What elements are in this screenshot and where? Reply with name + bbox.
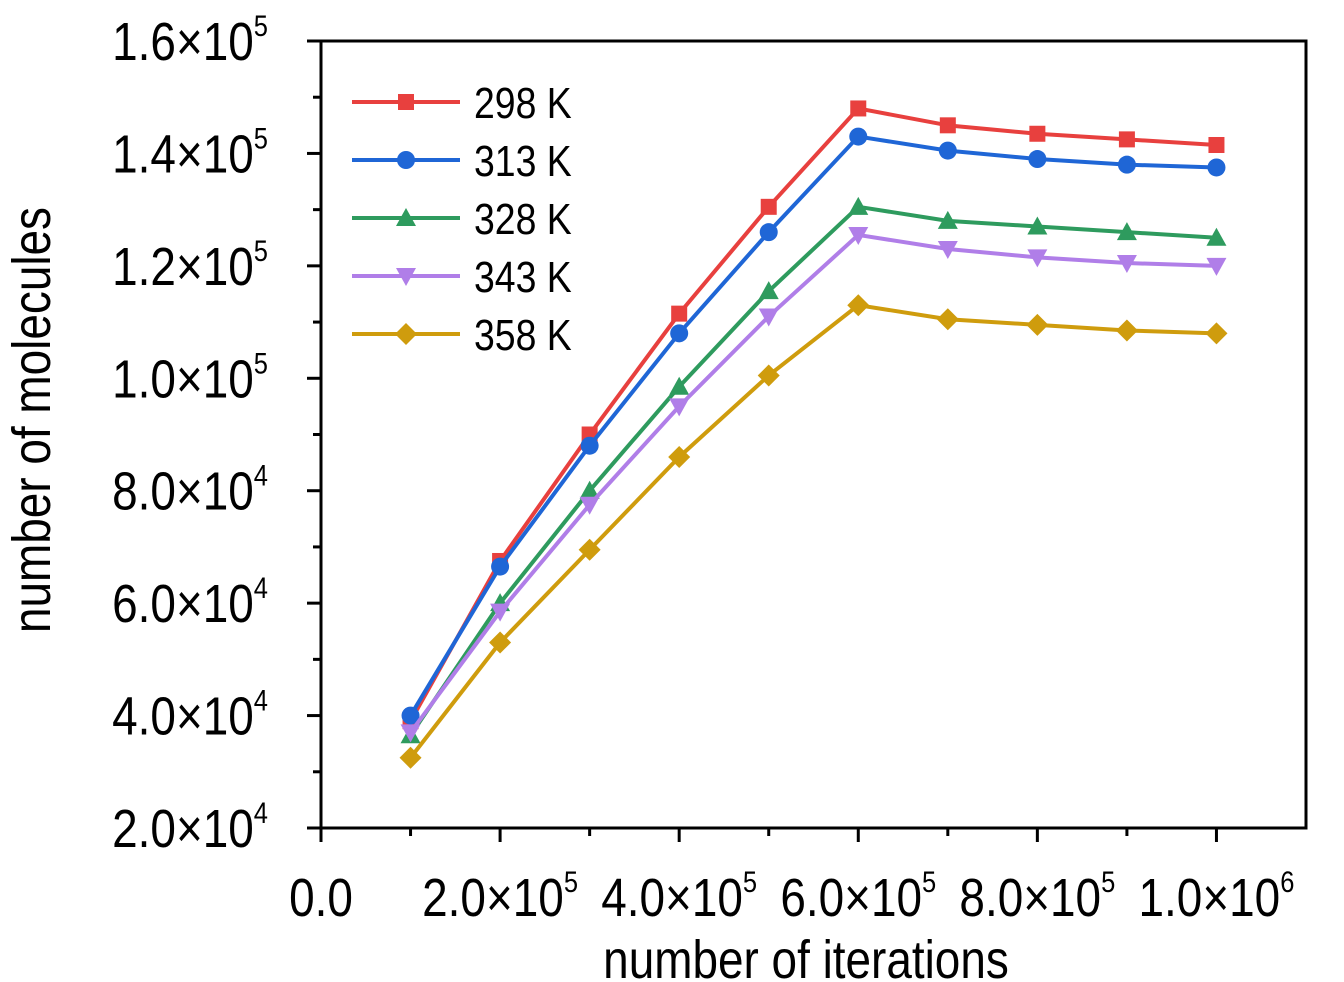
x-tick-label: 4.0×105 — [601, 865, 757, 928]
data-point — [760, 198, 777, 215]
data-point — [939, 117, 956, 134]
x-tick-label: 0.0 — [289, 868, 353, 928]
data-point — [847, 294, 870, 317]
y-tick-label: 6.0×104 — [112, 571, 268, 634]
legend-marker — [396, 208, 416, 226]
data-point — [669, 398, 690, 417]
data-point — [1026, 313, 1049, 336]
legend-label: 358 K — [474, 310, 572, 360]
series-line — [408, 134, 1217, 717]
y-tick-label: 8.0×104 — [112, 459, 268, 522]
y-tick-label: 1.0×105 — [112, 346, 268, 409]
data-point — [400, 724, 421, 743]
x-tick-label: 1.0×106 — [1139, 865, 1295, 928]
series-5 — [399, 294, 1228, 769]
legend-entry: 313 K — [352, 136, 572, 186]
data-point — [1116, 222, 1137, 241]
data-point — [936, 308, 959, 331]
legend-marker — [398, 94, 414, 110]
x-axis-ticks: 0.0 2.0×105 4.0×105 6.0×105 8.0×105 1.0×106 — [289, 828, 1294, 928]
data-point — [401, 706, 420, 725]
data-point — [1115, 319, 1138, 342]
legend-entry: 328 K — [352, 194, 572, 244]
data-point — [1027, 216, 1048, 235]
data-point — [1028, 150, 1047, 169]
data-point — [758, 281, 779, 300]
series-2 — [401, 127, 1226, 725]
y-axis-title: number of molecules — [2, 207, 62, 633]
legend-label: 313 K — [474, 136, 572, 186]
legend-marker — [396, 268, 416, 286]
legend-label: 298 K — [474, 78, 572, 128]
data-point — [399, 746, 422, 769]
x-tick-label: 6.0×105 — [780, 865, 936, 928]
data-point — [849, 127, 868, 146]
data-point — [1207, 158, 1226, 177]
data-point — [1206, 257, 1227, 276]
data-point — [937, 210, 958, 229]
data-point — [1029, 125, 1046, 142]
data-point — [671, 305, 688, 322]
data-point — [758, 308, 779, 327]
data-point — [937, 240, 958, 259]
data-point — [850, 100, 867, 117]
data-point — [1116, 255, 1137, 274]
x-axis-title: number of iterations — [603, 930, 1009, 982]
legend-marker — [395, 323, 417, 345]
y-tick-label: 4.0×104 — [112, 684, 268, 747]
data-point — [491, 557, 510, 576]
x-tick-label: 8.0×105 — [959, 865, 1115, 928]
series-layer — [399, 100, 1228, 769]
legend: 298 K 313 K 328 K 343 K 358 K — [352, 78, 572, 360]
y-tick-label: 1.2×105 — [112, 234, 268, 297]
data-point — [668, 445, 691, 468]
data-point — [848, 196, 869, 215]
data-point — [1027, 249, 1048, 268]
legend-entry: 298 K — [352, 78, 572, 128]
data-point — [938, 141, 957, 160]
series-line — [408, 106, 1217, 723]
data-point — [757, 364, 780, 387]
data-point — [1118, 131, 1135, 148]
data-point — [1206, 227, 1227, 246]
legend-entry: 343 K — [352, 252, 572, 302]
x-tick-label: 2.0×105 — [422, 865, 578, 928]
legend-label: 343 K — [474, 252, 572, 302]
data-point — [490, 603, 511, 622]
data-point — [578, 538, 601, 561]
data-point — [848, 226, 869, 245]
y-tick-label: 2.0×104 — [112, 796, 268, 859]
series-line — [408, 204, 1217, 737]
data-point — [489, 631, 512, 654]
y-axis-ticks: 2.0×104 4.0×104 6.0×104 8.0×104 1.0×105 1.2×1… — [112, 9, 321, 859]
legend-entry: 358 K — [352, 310, 572, 360]
data-point — [670, 324, 689, 343]
data-point — [1117, 155, 1136, 174]
series-3 — [400, 196, 1227, 744]
series-line — [408, 303, 1217, 759]
data-point — [669, 376, 690, 395]
series-line — [408, 232, 1217, 734]
data-point — [579, 480, 600, 499]
data-point — [759, 223, 778, 242]
legend-marker — [397, 151, 415, 169]
data-point — [579, 496, 600, 515]
data-point — [1205, 322, 1228, 345]
y-tick-label: 1.6×105 — [112, 9, 268, 72]
series-4 — [400, 226, 1227, 743]
y-tick-label: 1.4×105 — [112, 121, 268, 184]
data-point — [580, 436, 599, 455]
legend-label: 328 K — [474, 194, 572, 244]
data-point — [1208, 136, 1225, 153]
